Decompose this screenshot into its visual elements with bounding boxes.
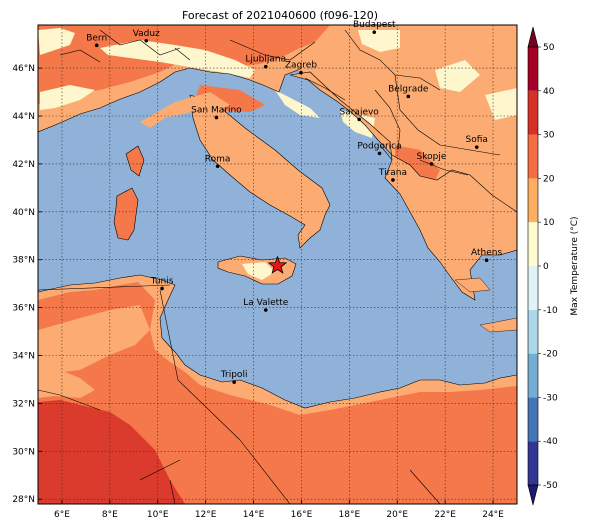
city-dot bbox=[144, 39, 149, 43]
city-label: La Valette bbox=[243, 298, 288, 308]
colorbar-tick-label: 0 bbox=[543, 262, 549, 272]
city-dot bbox=[372, 30, 377, 34]
lat-tick-label: 34°N bbox=[12, 352, 35, 362]
colorbar-tick-label: -40 bbox=[543, 437, 558, 447]
lon-tick-label: 10°E bbox=[147, 510, 169, 520]
lat-tick-label: 42°N bbox=[12, 160, 35, 170]
city-label: Bern bbox=[86, 33, 107, 43]
city-dot bbox=[94, 43, 99, 48]
lon-tick-label: 6°E bbox=[54, 510, 70, 520]
lon-tick-label: 20°E bbox=[386, 510, 408, 520]
colorbar-tick-label: -50 bbox=[543, 481, 558, 491]
map-area bbox=[38, 25, 517, 504]
city-dot bbox=[484, 258, 489, 262]
colorbar-tick-label: 30 bbox=[543, 131, 555, 141]
colorbar-label: Max Temperature (°C) bbox=[570, 216, 580, 315]
lon-tick-label: 22°E bbox=[434, 510, 456, 520]
lon-tick-label: 8°E bbox=[102, 510, 118, 520]
colorbar-level bbox=[528, 397, 538, 442]
land-crete bbox=[479, 317, 517, 333]
city-label: Belgrade bbox=[388, 84, 429, 94]
land-corsica bbox=[125, 145, 145, 177]
lat-tick-label: 32°N bbox=[12, 399, 35, 409]
city-label: Tunis bbox=[150, 276, 174, 286]
lat-tick-label: 40°N bbox=[12, 208, 35, 218]
lat-tick-label: 28°N bbox=[12, 495, 35, 505]
city-label: Tripoli bbox=[220, 370, 248, 380]
colorbar-level bbox=[528, 178, 538, 223]
city-dot bbox=[263, 64, 268, 69]
colorbar-tick-label: -30 bbox=[543, 393, 558, 403]
north-africa-very-hot-zone bbox=[38, 400, 185, 504]
city-dot bbox=[391, 178, 395, 182]
map-frame bbox=[37, 24, 518, 505]
land-po-valley bbox=[140, 92, 230, 128]
africa-borders bbox=[38, 284, 441, 504]
colorbar-level bbox=[528, 266, 538, 310]
latitude-ticks: 28°N 30°N 32°N 34°N 36°N 38°N 40°N 42°N 44°N 46°N bbox=[12, 64, 42, 505]
colorbar-level bbox=[528, 134, 538, 179]
city-label: Ljubljana bbox=[245, 55, 286, 65]
city-dot bbox=[215, 164, 220, 169]
colorbar-level bbox=[528, 222, 538, 266]
colorbar-under-arrow bbox=[527, 484, 539, 506]
lat-tick-label: 30°N bbox=[12, 447, 35, 457]
lon-tick-label: 18°E bbox=[339, 510, 361, 520]
city-label: Sofia bbox=[466, 135, 488, 145]
north-africa-warm-band bbox=[38, 370, 95, 398]
land-balkans-greece bbox=[289, 71, 517, 301]
event-star-marker bbox=[267, 255, 288, 274]
colorbar-tick-label: 50 bbox=[543, 43, 555, 53]
city-dot bbox=[429, 162, 434, 166]
lat-tick-label: 38°N bbox=[12, 256, 35, 266]
lat-tick-label: 44°N bbox=[12, 112, 35, 122]
lon-tick-label: 16°E bbox=[291, 510, 313, 520]
colorbar-tick-label: 40 bbox=[543, 87, 555, 97]
city-label: Budapest bbox=[353, 20, 396, 30]
lat-tick-label: 36°N bbox=[12, 304, 35, 314]
city-label: Zagreb bbox=[285, 61, 317, 71]
longitude-ticks: 6°E 8°E 10°E 12°E 14°E 16°E 18°E 20°E 22°E 24°E bbox=[54, 500, 504, 520]
colorbar: 50 40 30 20 10 0 -10 -20 -30 -40 -50 bbox=[527, 26, 558, 506]
north-africa-warm-pocket bbox=[38, 305, 150, 375]
city-dot bbox=[474, 145, 479, 149]
colorbar-level bbox=[528, 441, 538, 485]
land-peloponnese bbox=[454, 277, 491, 293]
sicily-cool-area bbox=[242, 262, 275, 280]
city-dot bbox=[406, 94, 411, 99]
map-title: Forecast of 2021040600 (f096-120) bbox=[182, 9, 378, 22]
lon-tick-label: 12°E bbox=[195, 510, 217, 520]
lat-tick-label: 46°N bbox=[12, 64, 35, 74]
lon-tick-label: 24°E bbox=[482, 510, 504, 520]
lon-tick-label: 14°E bbox=[243, 510, 265, 520]
city-dot bbox=[263, 308, 268, 312]
city-label: Tirana bbox=[378, 168, 407, 178]
colorbar-level bbox=[528, 309, 538, 354]
colorbar-tick-label: -20 bbox=[543, 350, 558, 360]
city-label: Skopje bbox=[417, 152, 447, 162]
city-label: San Marino bbox=[191, 105, 242, 115]
colorbar-tick-label: 20 bbox=[543, 174, 555, 184]
colorbar-level bbox=[528, 47, 538, 91]
city-label: Roma bbox=[205, 154, 231, 164]
city-dot bbox=[214, 115, 219, 120]
city-label: Podgorica bbox=[357, 141, 401, 151]
colorbar-level bbox=[528, 353, 538, 398]
colorbar-over-arrow bbox=[527, 26, 539, 48]
city-dot bbox=[377, 151, 382, 156]
city-label: Athens bbox=[471, 248, 502, 258]
europe-coastline bbox=[38, 67, 299, 133]
city-dot bbox=[232, 380, 236, 384]
city-label: Sarajevo bbox=[340, 107, 380, 117]
city-dot bbox=[160, 286, 164, 291]
colorbar-level bbox=[528, 90, 538, 135]
colorbar-tick-label: -10 bbox=[543, 306, 558, 316]
city-label: Vaduz bbox=[133, 29, 160, 39]
city-dot bbox=[299, 70, 303, 75]
city-dot bbox=[357, 117, 361, 122]
land-sardinia bbox=[113, 187, 139, 241]
colorbar-tick-label: 10 bbox=[543, 218, 555, 228]
